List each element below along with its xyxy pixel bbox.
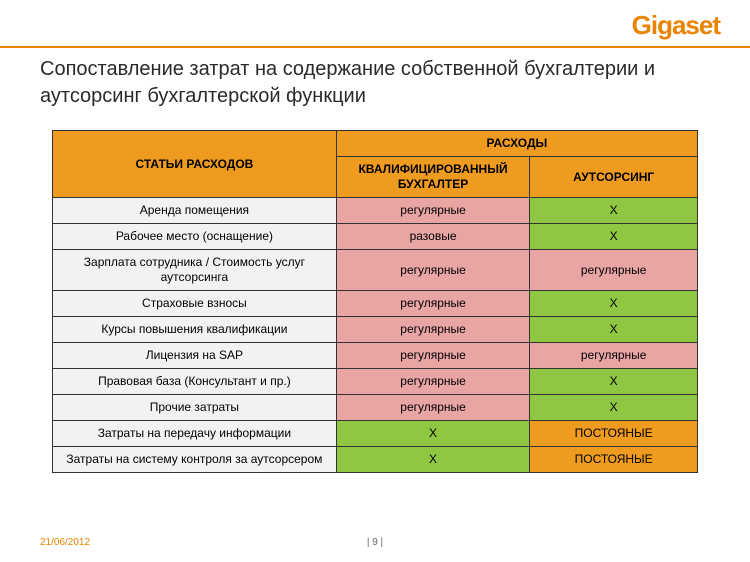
- comparison-table: СТАТЬИ РАСХОДОВ РАСХОДЫ КВАЛИФИЦИРОВАННЫ…: [52, 130, 698, 473]
- row-item: Зарплата сотрудника / Стоимость услуг ау…: [53, 250, 337, 291]
- row-accountant: регулярные: [336, 198, 530, 224]
- row-item: Рабочее место (оснащение): [53, 224, 337, 250]
- row-item: Правовая база (Консультант и пр.): [53, 369, 337, 395]
- row-accountant: регулярные: [336, 291, 530, 317]
- table-body: Аренда помещениярегулярныеXРабочее место…: [53, 198, 698, 473]
- row-outsourcing: регулярные: [530, 343, 698, 369]
- row-item: Курсы повышения квалификации: [53, 317, 337, 343]
- row-outsourcing: X: [530, 395, 698, 421]
- row-item: Аренда помещения: [53, 198, 337, 224]
- table-row: Прочие затратырегулярныеX: [53, 395, 698, 421]
- brand-logo: Gigaset: [632, 10, 720, 41]
- row-item: Лицензия на SAP: [53, 343, 337, 369]
- table-row: Зарплата сотрудника / Стоимость услуг ау…: [53, 250, 698, 291]
- row-item: Затраты на передачу информации: [53, 421, 337, 447]
- row-item: Затраты на систему контроля за аутсорсер…: [53, 447, 337, 473]
- th-outsourcing: АУТСОРСИНГ: [530, 157, 698, 198]
- table-row: Рабочее место (оснащение)разовыеX: [53, 224, 698, 250]
- table-row: Лицензия на SAPрегулярныерегулярные: [53, 343, 698, 369]
- row-outsourcing: регулярные: [530, 250, 698, 291]
- row-accountant: X: [336, 447, 530, 473]
- row-accountant: разовые: [336, 224, 530, 250]
- th-accountant: КВАЛИФИЦИРОВАННЫЙ БУХГАЛТЕР: [336, 157, 530, 198]
- table-row: Аренда помещениярегулярныеX: [53, 198, 698, 224]
- row-accountant: регулярные: [336, 369, 530, 395]
- th-items: СТАТЬИ РАСХОДОВ: [53, 131, 337, 198]
- row-accountant: регулярные: [336, 343, 530, 369]
- table-row: Страховые взносырегулярныеX: [53, 291, 698, 317]
- table-row: Затраты на передачу информацииXПОСТОЯНЫЕ: [53, 421, 698, 447]
- row-accountant: регулярные: [336, 317, 530, 343]
- row-outsourcing: X: [530, 291, 698, 317]
- row-item: Страховые взносы: [53, 291, 337, 317]
- row-outsourcing: X: [530, 224, 698, 250]
- row-accountant: регулярные: [336, 395, 530, 421]
- row-outsourcing: X: [530, 317, 698, 343]
- table-header: СТАТЬИ РАСХОДОВ РАСХОДЫ КВАЛИФИЦИРОВАННЫ…: [53, 131, 698, 198]
- row-item: Прочие затраты: [53, 395, 337, 421]
- row-outsourcing: X: [530, 369, 698, 395]
- row-outsourcing: ПОСТОЯНЫЕ: [530, 447, 698, 473]
- row-accountant: регулярные: [336, 250, 530, 291]
- row-outsourcing: ПОСТОЯНЫЕ: [530, 421, 698, 447]
- slide-title: Сопоставление затрат на содержание собст…: [40, 56, 710, 110]
- table-row: Курсы повышения квалификациирегулярныеX: [53, 317, 698, 343]
- row-outsourcing: X: [530, 198, 698, 224]
- th-expenses: РАСХОДЫ: [336, 131, 697, 157]
- footer-date: 21/06/2012: [40, 537, 90, 548]
- accent-line: [0, 46, 750, 48]
- table-row: Правовая база (Консультант и пр.)регуляр…: [53, 369, 698, 395]
- table-row: Затраты на систему контроля за аутсорсер…: [53, 447, 698, 473]
- footer-page: | 9 |: [367, 537, 383, 548]
- row-accountant: X: [336, 421, 530, 447]
